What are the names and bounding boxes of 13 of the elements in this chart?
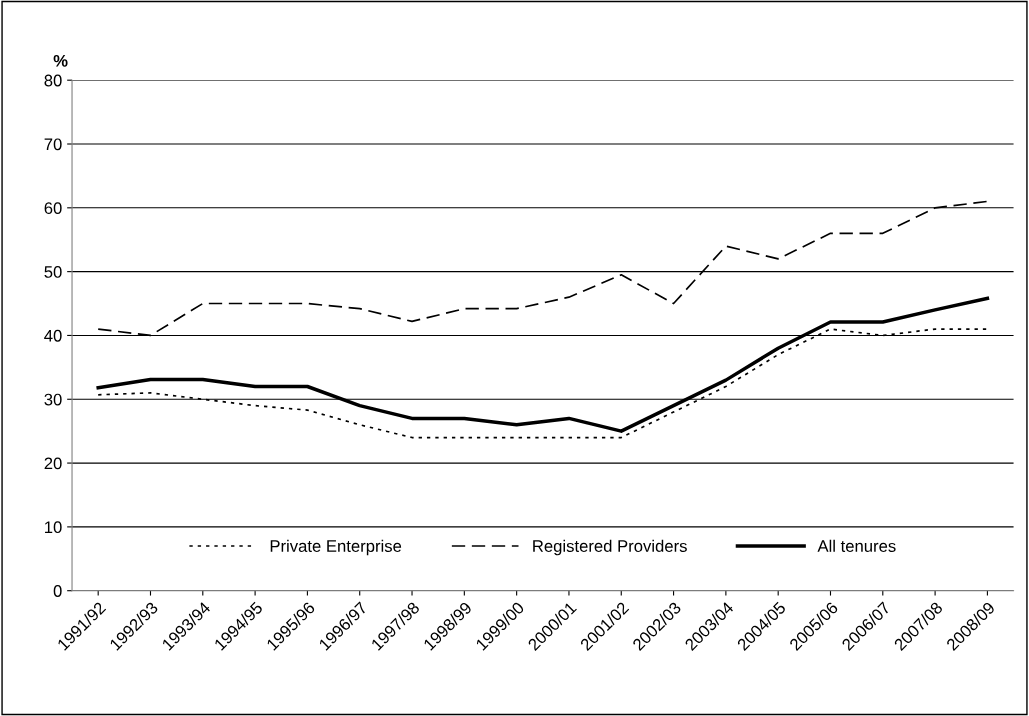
y-tick-label: 0 bbox=[53, 585, 62, 597]
legend-label: Private Enterprise bbox=[270, 539, 402, 556]
y-tick-label: 80 bbox=[44, 74, 62, 87]
y-tick-label: 50 bbox=[44, 266, 62, 278]
y-tick-label: 20 bbox=[44, 457, 62, 470]
legend-label: Registered Providers bbox=[533, 539, 687, 556]
legend-label: All tenures bbox=[817, 539, 896, 552]
y-tick-label: 10 bbox=[45, 521, 62, 534]
y-tick-label: 30 bbox=[44, 393, 62, 406]
y-tick-label: 40 bbox=[44, 329, 62, 342]
y-tick-label: 70 bbox=[44, 138, 62, 151]
y-axis-title: % bbox=[53, 54, 68, 67]
y-tick-label: 60 bbox=[44, 202, 62, 215]
